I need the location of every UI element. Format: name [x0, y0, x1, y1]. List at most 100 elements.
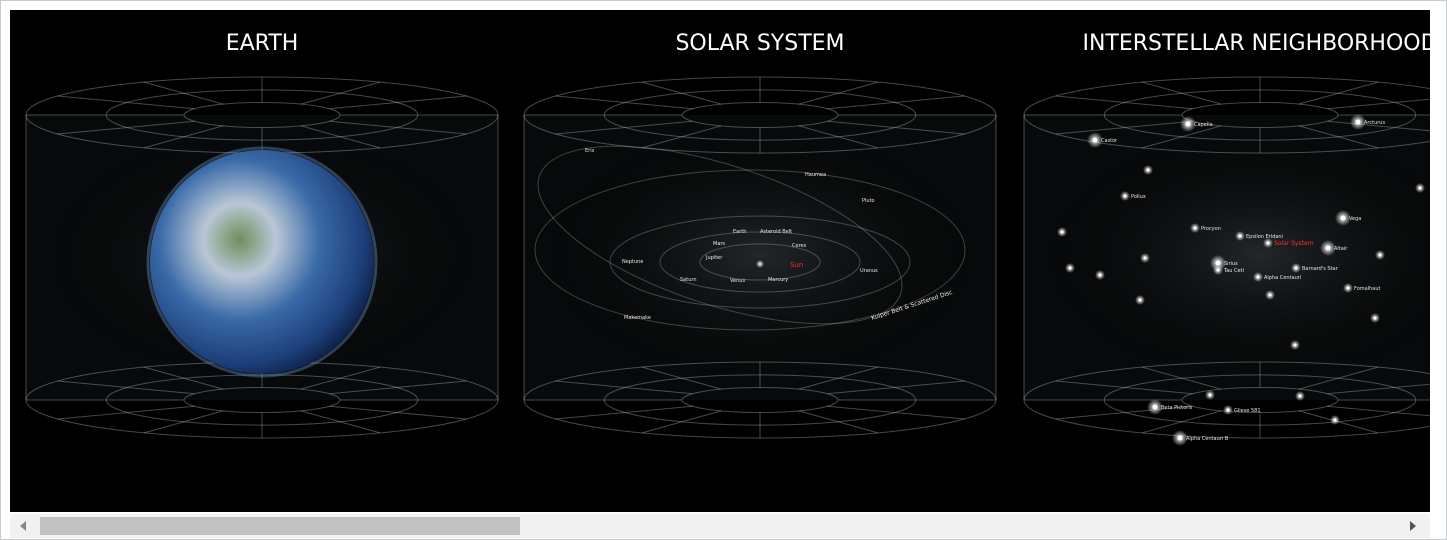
star [1215, 260, 1221, 266]
star [1123, 194, 1127, 198]
grid-spoke [641, 125, 722, 149]
star-label: Tau Ceti [1223, 268, 1244, 274]
grid-ellipse [1103, 89, 1417, 141]
image: EARTH SOLAR SYSTEM INTERSTELLAR NEIGHBORHO… [10, 10, 1430, 512]
grid-spoke [57, 405, 195, 420]
star [1355, 119, 1361, 125]
scroll-thumb[interactable] [40, 517, 520, 535]
grid-spoke [827, 120, 965, 135]
star [1256, 275, 1260, 279]
grid-ellipse [603, 89, 917, 141]
star [1325, 245, 1331, 251]
star-label: Capella [1194, 122, 1213, 128]
solar-label: Pluto [862, 198, 875, 204]
grid-spoke [300, 410, 381, 434]
solar-label: Saturn [680, 277, 697, 283]
grid-spoke [143, 125, 224, 149]
grid-spoke [641, 81, 722, 105]
star-label: Arcturus [1364, 120, 1385, 126]
solar-label: Haumea [805, 172, 826, 178]
star [1092, 137, 1098, 143]
grid-spoke [641, 366, 722, 390]
grid-spoke [1141, 366, 1222, 390]
grid-spoke [798, 366, 879, 390]
panel-title: SOLAR SYSTEM [675, 31, 844, 56]
solar-label: Uranus [860, 268, 878, 274]
star [1185, 121, 1191, 127]
solar-label: Venus [730, 278, 745, 284]
grid-ellipse [183, 101, 341, 129]
grid-spoke [1327, 383, 1430, 395]
grid-spoke [1055, 95, 1193, 110]
orbit [659, 231, 861, 293]
star [1346, 286, 1350, 290]
grid-spoke [555, 120, 693, 135]
grid-ellipse [105, 89, 419, 141]
star [1294, 266, 1298, 270]
grid-spoke [827, 405, 965, 420]
star [1373, 316, 1377, 320]
earth-glow [146, 146, 378, 378]
scroll-right[interactable] [1410, 521, 1416, 531]
grid-spoke [57, 120, 195, 135]
star-label: Alpha Centauri [1264, 275, 1301, 281]
grid-spoke [143, 410, 224, 434]
star-label: Solar System [1274, 240, 1314, 247]
sun [756, 260, 764, 268]
grid-ellipse [105, 374, 419, 426]
star [1146, 168, 1150, 172]
earth-globe [150, 150, 374, 374]
haze [535, 125, 985, 385]
star [1143, 256, 1147, 260]
grid-spoke [1298, 366, 1379, 390]
star [1138, 298, 1142, 302]
scroll-left[interactable] [20, 521, 26, 531]
grid-spoke [827, 380, 965, 395]
grid-spoke [1298, 125, 1379, 149]
grid-spoke [1141, 125, 1222, 149]
solar-label: Makemake [624, 315, 651, 321]
star-label: Pollux [1131, 194, 1146, 200]
star-label: Vega [1349, 216, 1361, 222]
grid-spoke [1141, 410, 1222, 434]
orbit [609, 215, 911, 309]
scrollbar[interactable] [10, 514, 1430, 538]
star [1298, 394, 1302, 398]
grid-spoke [1327, 98, 1430, 110]
solar-label: Earth [733, 229, 746, 235]
grid-ellipse [1023, 361, 1430, 439]
grid-ellipse [1103, 374, 1417, 426]
grid-ellipse [1181, 386, 1339, 414]
star [1208, 393, 1212, 397]
star [1193, 226, 1197, 230]
star-label: Alpha Centauri B [1186, 436, 1229, 442]
grid-ellipse [183, 386, 341, 414]
solar-label: Mars [713, 241, 725, 247]
star [1068, 266, 1072, 270]
grid-spoke [1055, 380, 1193, 395]
star-label: Epsilon Eridani [1246, 234, 1283, 240]
star-label: Sirius [1224, 261, 1238, 267]
grid-spoke [1298, 81, 1379, 105]
orbit [699, 243, 821, 281]
star [1060, 230, 1064, 234]
grid-spoke [329, 95, 467, 110]
grid-spoke [143, 81, 224, 105]
grid-ellipse [1181, 101, 1339, 129]
star-label: Fomalhaut [1354, 286, 1380, 292]
grid-spoke [798, 81, 879, 105]
star-label: Castor [1101, 138, 1118, 144]
grid-spoke [555, 380, 693, 395]
star [1216, 268, 1220, 272]
grid-spoke [798, 125, 879, 149]
star [1177, 435, 1183, 441]
grid-spoke [329, 380, 467, 395]
grid-spoke [641, 410, 722, 434]
star-label: Barnard's Star [1302, 266, 1339, 272]
star-label: Beta Pictoris [1161, 405, 1193, 411]
star [1333, 418, 1337, 422]
star-label: Gliese 581 [1234, 408, 1261, 414]
grid-spoke [300, 81, 381, 105]
star [1268, 293, 1272, 297]
